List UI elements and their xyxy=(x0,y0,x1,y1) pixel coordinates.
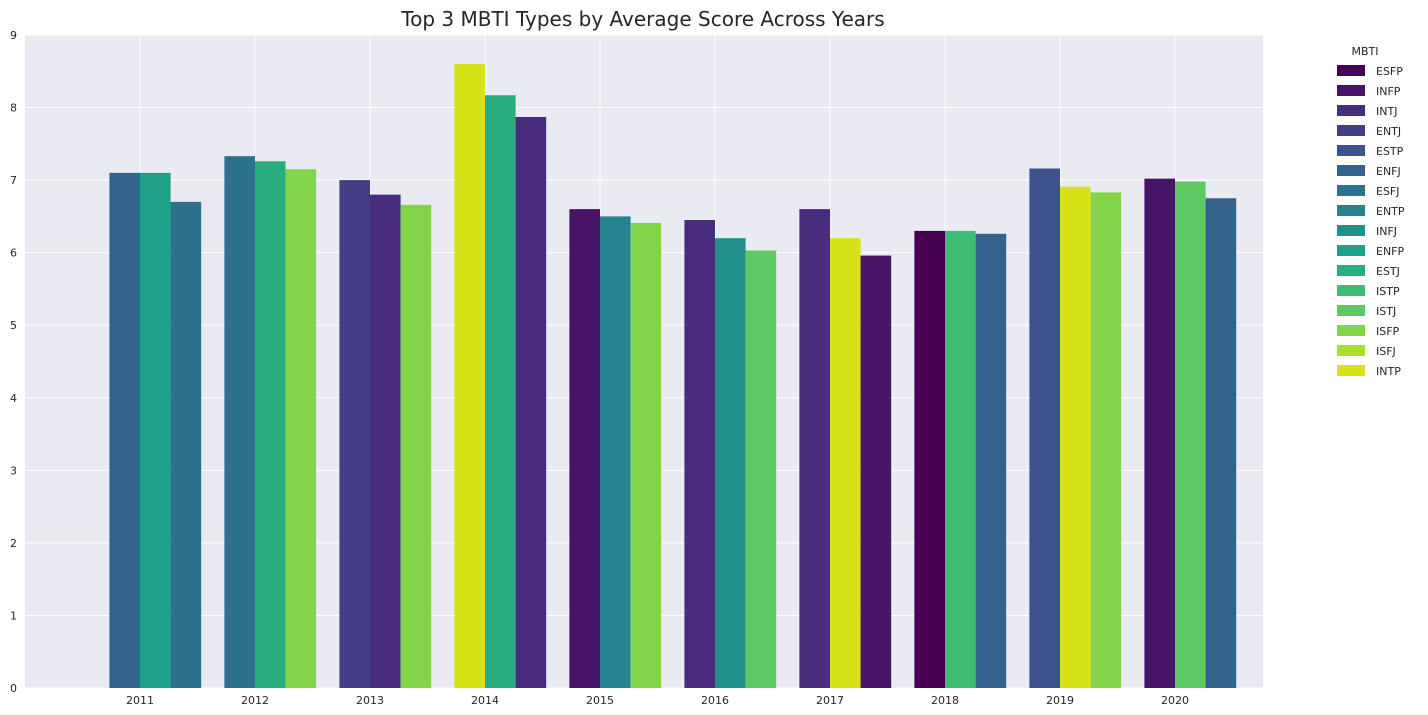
legend-label-isfj: ISFJ xyxy=(1376,345,1396,358)
legend-label-intj: INTJ xyxy=(1376,105,1397,118)
legend-items: ESFP INFP INTJ ENTJ ESTP ENFJ ESFJ ENTP INFJ ENFP… xyxy=(1337,65,1405,378)
x-tick-label: 2011 xyxy=(126,694,154,707)
legend-swatch-estj xyxy=(1337,265,1365,276)
legend-label-enfj: ENFJ xyxy=(1376,165,1401,178)
x-tick-label: 2020 xyxy=(1161,694,1189,707)
bar-2019-isfp xyxy=(1090,192,1122,688)
legend-swatch-entp xyxy=(1337,205,1365,216)
y-tick-label: 5 xyxy=(10,319,17,332)
legend-swatch-enfj xyxy=(1337,165,1365,176)
y-tick-label: 0 xyxy=(10,682,17,695)
y-tick-label: 6 xyxy=(10,247,17,260)
legend-swatch-esfj xyxy=(1337,185,1365,196)
x-tick-label: 2014 xyxy=(471,694,499,707)
legend-swatch-estp xyxy=(1337,145,1365,156)
legend-label-istp: ISTP xyxy=(1376,285,1400,298)
bar-2017-intp xyxy=(830,238,861,688)
legend-swatch-istj xyxy=(1337,305,1365,316)
y-tick-label: 2 xyxy=(10,537,17,550)
bar-2016-infj xyxy=(715,238,746,688)
legend-swatch-infp xyxy=(1337,85,1365,96)
legend-title: MBTI xyxy=(1351,45,1378,58)
x-tick-label: 2019 xyxy=(1046,694,1074,707)
legend-label-estp: ESTP xyxy=(1376,145,1404,158)
x-tick-label: 2012 xyxy=(241,694,269,707)
legend-swatch-enfp xyxy=(1337,245,1365,256)
legend-swatch-infj xyxy=(1337,225,1365,236)
bar-2018-istp xyxy=(945,230,976,688)
legend-label-entj: ENTJ xyxy=(1376,125,1401,138)
legend-label-esfp: ESFP xyxy=(1376,65,1403,78)
x-axis-ticks: 2011 2012 2013 2014 2015 2016 2017 2018 2019 2020 xyxy=(126,694,1189,707)
y-axis-ticks: 0 1 2 3 4 5 6 7 8 9 xyxy=(10,29,17,695)
bar-2020-istj xyxy=(1175,181,1206,688)
bar-2020-infp xyxy=(1144,178,1175,688)
legend-label-entp: ENTP xyxy=(1376,205,1405,218)
bar-2013-intj xyxy=(370,194,401,688)
x-tick-label: 2015 xyxy=(586,694,614,707)
bar-2014-intj xyxy=(515,116,547,688)
bar-2016-istj xyxy=(745,250,777,689)
legend-label-isfp: ISFP xyxy=(1376,325,1400,338)
bar-2018-enfj xyxy=(975,233,1007,688)
bar-2015-entp xyxy=(600,216,631,688)
legend-label-infp: INFP xyxy=(1376,85,1401,98)
bar-2019-estp xyxy=(1029,168,1060,689)
legend-swatch-isfj xyxy=(1337,345,1365,356)
legend-swatch-entj xyxy=(1337,125,1365,136)
legend-label-estj: ESTJ xyxy=(1376,265,1400,278)
x-tick-label: 2016 xyxy=(701,694,729,707)
legend-label-esfj: ESFJ xyxy=(1376,185,1400,198)
bar-2018-esfp xyxy=(914,230,945,688)
bar-2011-enfp xyxy=(140,172,171,688)
bar-2013-isfp xyxy=(400,204,432,688)
bar-2013-entj xyxy=(339,180,370,688)
legend-label-enfp: ENFP xyxy=(1376,245,1405,258)
legend-label-istj: ISTJ xyxy=(1376,305,1396,318)
legend-swatch-intp xyxy=(1337,365,1365,376)
bar-2017-intj xyxy=(799,209,830,688)
bar-2012-estj xyxy=(255,161,286,688)
bar-2016-intj xyxy=(684,220,715,688)
bars xyxy=(109,64,1237,689)
chart-title: Top 3 MBTI Types by Average Score Across… xyxy=(400,7,884,31)
legend: MBTI ESFP INFP INTJ ENTJ ESTP ENFJ ESFJ ENTP INF… xyxy=(1337,45,1405,378)
bar-2012-esfj xyxy=(224,156,255,688)
x-tick-label: 2017 xyxy=(816,694,844,707)
x-tick-label: 2018 xyxy=(931,694,959,707)
y-tick-label: 7 xyxy=(10,174,17,187)
legend-label-infj: INFJ xyxy=(1376,225,1397,238)
x-tick-label: 2013 xyxy=(356,694,384,707)
bar-2011-esfj xyxy=(170,201,202,688)
y-tick-label: 4 xyxy=(10,392,17,405)
y-tick-label: 9 xyxy=(10,29,17,42)
y-tick-label: 3 xyxy=(10,464,17,477)
bar-2017-infp xyxy=(860,255,892,688)
bar-2020-enfj xyxy=(1205,198,1237,688)
y-tick-label: 8 xyxy=(10,102,17,115)
bar-2011-enfj xyxy=(109,172,140,688)
legend-label-intp: INTP xyxy=(1376,365,1401,378)
legend-swatch-isfp xyxy=(1337,325,1365,336)
bar-2014-estj xyxy=(485,95,516,688)
bar-2019-intp xyxy=(1060,186,1091,688)
legend-swatch-istp xyxy=(1337,285,1365,296)
bar-2014-intp xyxy=(454,64,485,689)
legend-swatch-intj xyxy=(1337,105,1365,116)
bar-2012-isfp xyxy=(285,169,317,688)
bar-2015-isfp xyxy=(630,222,662,688)
legend-swatch-esfp xyxy=(1337,65,1365,76)
y-tick-label: 1 xyxy=(10,609,17,622)
bar-2015-infp xyxy=(569,209,600,688)
